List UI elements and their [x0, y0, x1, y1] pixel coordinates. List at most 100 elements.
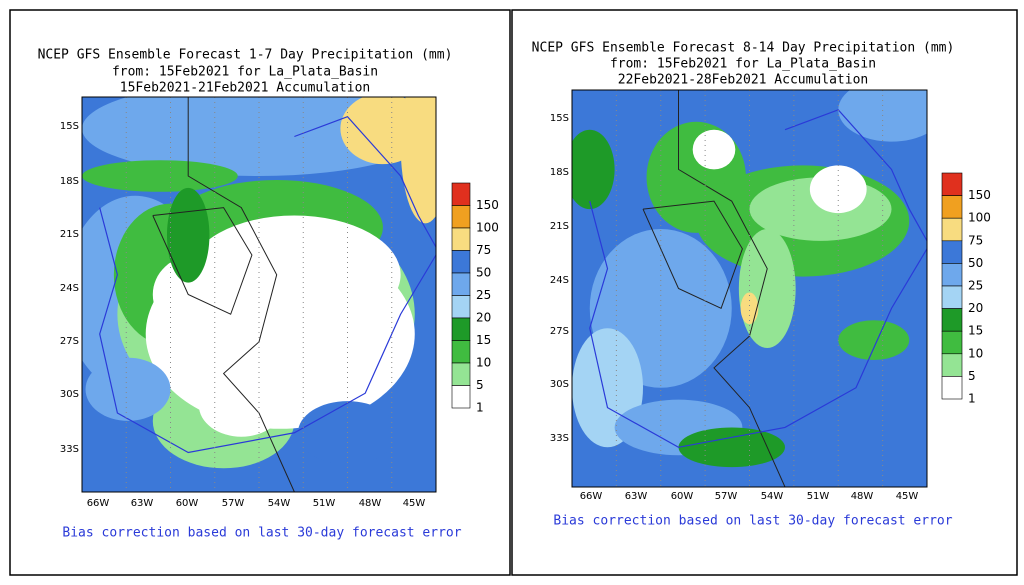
- title-line: 15Feb2021-21Feb2021 Accumulation: [120, 81, 370, 96]
- legend-label: 5: [476, 378, 484, 392]
- lon-label: 66W: [87, 498, 110, 509]
- lat-label: 33S: [60, 444, 79, 455]
- lon-label: 57W: [222, 498, 245, 509]
- legend-swatch: [451, 295, 471, 319]
- legend-swatch: [941, 308, 963, 332]
- lat-label: 30S: [60, 389, 79, 400]
- country-border: [678, 90, 786, 487]
- title-line: 22Feb2021-28Feb2021 Accumulation: [618, 73, 868, 88]
- footer: Bias correction based on last 30-day for…: [553, 514, 952, 529]
- lat-label: 33S: [550, 433, 569, 444]
- legend-label: 15: [476, 333, 491, 347]
- country-border: [642, 200, 743, 310]
- legend-swatch: [941, 353, 963, 377]
- legend-swatch: [941, 195, 963, 219]
- map: [572, 90, 927, 487]
- river: [784, 109, 927, 242]
- precip-area: [198, 373, 284, 437]
- lon-label: 45W: [896, 491, 919, 502]
- precip-area: [838, 90, 927, 142]
- legend-label: 100: [476, 221, 499, 235]
- precip-area: [838, 320, 910, 360]
- country-border: [187, 97, 295, 492]
- footer: Bias correction based on last 30-day for…: [62, 526, 461, 541]
- legend-swatch: [451, 182, 471, 206]
- legend-swatch: [451, 250, 471, 274]
- lat-label: 21S: [550, 221, 569, 232]
- legend-swatch: [451, 272, 471, 296]
- title-line: NCEP GFS Ensemble Forecast 8-14 Day Prec…: [532, 41, 955, 56]
- precip-area: [738, 228, 796, 349]
- precip-area: [740, 292, 759, 325]
- lon-label: 66W: [580, 491, 603, 502]
- legend-label: 20: [968, 301, 983, 315]
- legend-label: 150: [968, 188, 991, 202]
- legend-label: 25: [968, 279, 983, 293]
- legend-label: 50: [476, 266, 491, 280]
- legend-swatch: [451, 317, 471, 341]
- precip-area: [572, 129, 615, 210]
- precip-area: [85, 357, 171, 421]
- lon-label: 48W: [851, 491, 874, 502]
- precip-area: [692, 129, 736, 170]
- lon-label: 51W: [313, 498, 336, 509]
- river: [589, 201, 927, 448]
- legend-label: 15: [968, 324, 983, 338]
- legend-label: 75: [476, 243, 491, 257]
- legend-swatch: [941, 172, 963, 196]
- lon-label: 57W: [715, 491, 738, 502]
- panel-frame: [511, 9, 1018, 576]
- legend-swatch: [941, 240, 963, 264]
- lat-label: 27S: [60, 336, 79, 347]
- precip-area: [188, 215, 401, 334]
- title-line: from: 15Feb2021 for La_Plata_Basin: [610, 57, 876, 72]
- title-line: NCEP GFS Ensemble Forecast 1-7 Day Preci…: [38, 48, 453, 63]
- lat-label: 21S: [60, 229, 79, 240]
- legend-swatch: [451, 205, 471, 229]
- precip-area: [678, 427, 785, 468]
- map: [82, 97, 436, 492]
- legend-label: 150: [476, 198, 499, 212]
- precip-area: [166, 187, 210, 283]
- legend-label: 1: [968, 392, 976, 406]
- legend-label: 100: [968, 211, 991, 225]
- lon-label: 63W: [625, 491, 648, 502]
- legend-swatch: [941, 376, 963, 400]
- legend-swatch: [451, 385, 471, 409]
- lon-label: 63W: [131, 498, 154, 509]
- precip-area: [809, 165, 867, 214]
- legend-swatch: [941, 285, 963, 309]
- lon-label: 48W: [359, 498, 382, 509]
- legend-label: 10: [968, 346, 983, 360]
- lon-label: 54W: [761, 491, 784, 502]
- map-frame: [81, 96, 437, 493]
- precip-area: [400, 97, 436, 224]
- legend-label: 5: [968, 369, 976, 383]
- map-frame: [571, 89, 928, 488]
- legend-label: 75: [968, 233, 983, 247]
- legend-swatch: [941, 217, 963, 242]
- legend-swatch: [451, 362, 471, 386]
- precip-area: [82, 160, 238, 192]
- legend-swatch: [941, 263, 963, 287]
- legend-label: 50: [968, 256, 983, 270]
- legend-swatch: [451, 340, 471, 364]
- lat-label: 24S: [60, 283, 79, 294]
- country-border: [152, 207, 253, 315]
- lon-label: 51W: [807, 491, 830, 502]
- lon-label: 54W: [268, 498, 291, 509]
- river: [99, 207, 436, 454]
- lon-label: 60W: [671, 491, 694, 502]
- lat-label: 18S: [60, 176, 79, 187]
- panel-frame: [9, 9, 511, 576]
- legend-label: 1: [476, 401, 484, 415]
- lon-label: 60W: [176, 498, 199, 509]
- lon-label: 45W: [403, 498, 426, 509]
- lat-label: 27S: [550, 326, 569, 337]
- title-line: from: 15Feb2021 for La_Plata_Basin: [112, 65, 378, 80]
- lat-label: 15S: [550, 113, 569, 124]
- lat-label: 24S: [550, 275, 569, 286]
- river: [294, 116, 436, 248]
- legend-label: 10: [476, 356, 491, 370]
